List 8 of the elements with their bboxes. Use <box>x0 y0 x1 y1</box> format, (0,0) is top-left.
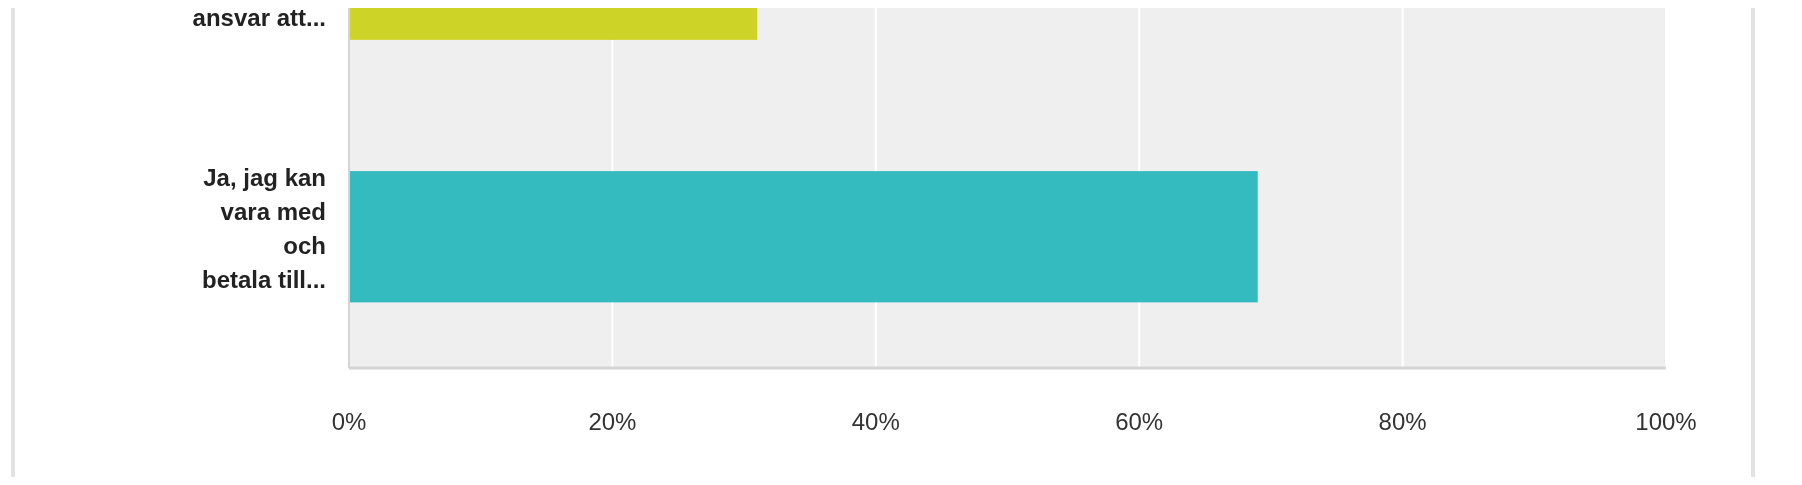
x-tick-label: 20% <box>588 408 637 435</box>
x-tick-label: 60% <box>1115 408 1164 435</box>
y-tick-label: Ja, jag kan vara med och betala till... <box>201 164 326 294</box>
x-tick-label: 40% <box>851 408 900 435</box>
x-tick-label: 100% <box>1635 408 1697 435</box>
y-tick-label: ansvar att... <box>192 3 326 31</box>
x-tick-label: 80% <box>1378 408 1427 435</box>
x-tick-label: 0% <box>331 408 367 435</box>
